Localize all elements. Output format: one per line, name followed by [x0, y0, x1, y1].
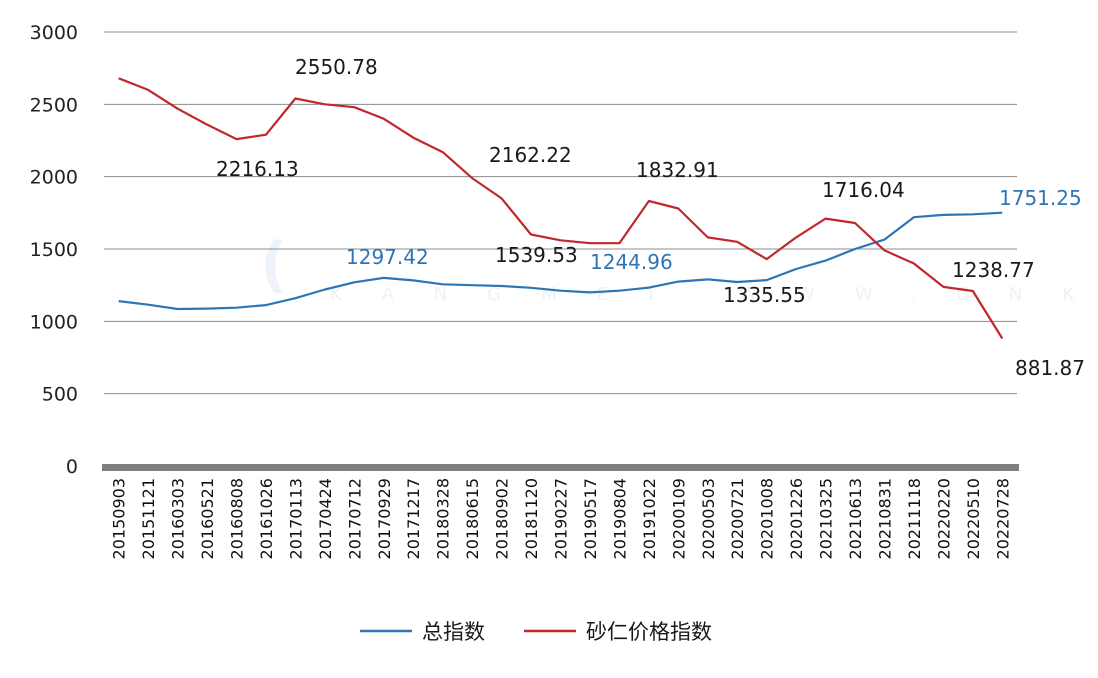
legend-label: 总指数 [422, 620, 485, 644]
data-label-layer: 2550.78 2216.13 2162.22 1832.91 1716.04 1539.… [216, 55, 1085, 380]
x-tick-label: 20170113 [286, 478, 305, 559]
y-tick-label: 3000 [30, 22, 78, 44]
data-label: 1539.53 [495, 243, 578, 267]
x-tick-label: 20210831 [875, 478, 894, 559]
data-label: 1297.42 [346, 245, 429, 269]
y-tick-label: 1000 [30, 311, 78, 333]
data-label: 881.87 [1015, 356, 1085, 380]
legend-label: 砂仁价格指数 [586, 620, 712, 644]
svg-text:(: ( [260, 230, 287, 300]
y-tick-label: 2000 [30, 167, 78, 189]
data-label: 1244.96 [590, 250, 673, 274]
data-label: 1832.91 [636, 158, 719, 182]
x-tick-label: 20201226 [787, 478, 806, 559]
x-tick-label: 20170424 [316, 478, 335, 559]
x-tick-label: 20210613 [846, 478, 865, 559]
legend: 总指数 砂仁价格指数 [360, 620, 712, 644]
y-tick-label: 0 [66, 456, 78, 478]
x-tick-label: 20171217 [404, 478, 423, 559]
x-tick-label: 20160521 [198, 478, 217, 559]
x-tick-label: 20150903 [110, 478, 129, 559]
series-layer [118, 77, 1004, 340]
x-tick-label: 20190517 [581, 478, 600, 559]
grid-layer [104, 31, 1017, 395]
x-tick-label: 20220220 [934, 478, 953, 559]
data-label: 1335.55 [723, 283, 806, 307]
x-tick-label: 20180902 [493, 478, 512, 559]
data-label: 1751.25 [999, 186, 1082, 210]
x-tick-label: 20220728 [993, 478, 1012, 559]
x-tick-label: 20180328 [434, 478, 453, 559]
y-tick-label: 500 [42, 384, 78, 406]
svg-text:KANGMEI WWW.CNKMPRICE.COM: KANGMEI WWW.CNKMPRICE.COM [330, 284, 1098, 305]
x-axis-line [102, 464, 1019, 471]
x-tick-label: 20181120 [522, 478, 541, 559]
y-tick-label: 1500 [30, 239, 78, 261]
x-tick-label: 20160808 [228, 478, 247, 559]
series-line-total-index [118, 211, 1003, 311]
x-tick-label: 20220510 [964, 478, 983, 559]
x-tick-label: 20190804 [610, 478, 629, 559]
data-label: 2216.13 [216, 157, 299, 181]
x-tick-label: 20201008 [758, 478, 777, 559]
x-tick-label: 20151121 [139, 478, 158, 559]
x-tick-label: 20190227 [552, 478, 571, 559]
y-tick-label: 2500 [30, 94, 78, 116]
x-tick-label: 20211118 [905, 478, 924, 559]
data-label: 1238.77 [952, 258, 1035, 282]
x-tick-label: 20200503 [699, 478, 718, 559]
watermark: ( KANGMEI WWW.CNKMPRICE.COM [260, 230, 1098, 305]
x-tick-label: 20161026 [257, 478, 276, 559]
x-tick-label: 20170929 [375, 478, 394, 559]
x-tick-label: 20170712 [345, 478, 364, 559]
x-tick-label: 20160303 [169, 478, 188, 559]
axis-layer: 0 500 1000 1500 2000 2500 3000 20150903 20151121… [30, 22, 1019, 559]
data-label: 2550.78 [295, 55, 378, 79]
x-tick-label: 20191022 [640, 478, 659, 559]
data-label: 2162.22 [489, 143, 572, 167]
x-tick-label: 20210325 [817, 478, 836, 559]
data-label: 1716.04 [822, 178, 905, 202]
x-tick-label: 20200721 [728, 478, 747, 559]
x-tick-label: 20200109 [669, 478, 688, 559]
series-line-amomum-price-index [118, 77, 1004, 340]
x-tick-label: 20180615 [463, 478, 482, 559]
